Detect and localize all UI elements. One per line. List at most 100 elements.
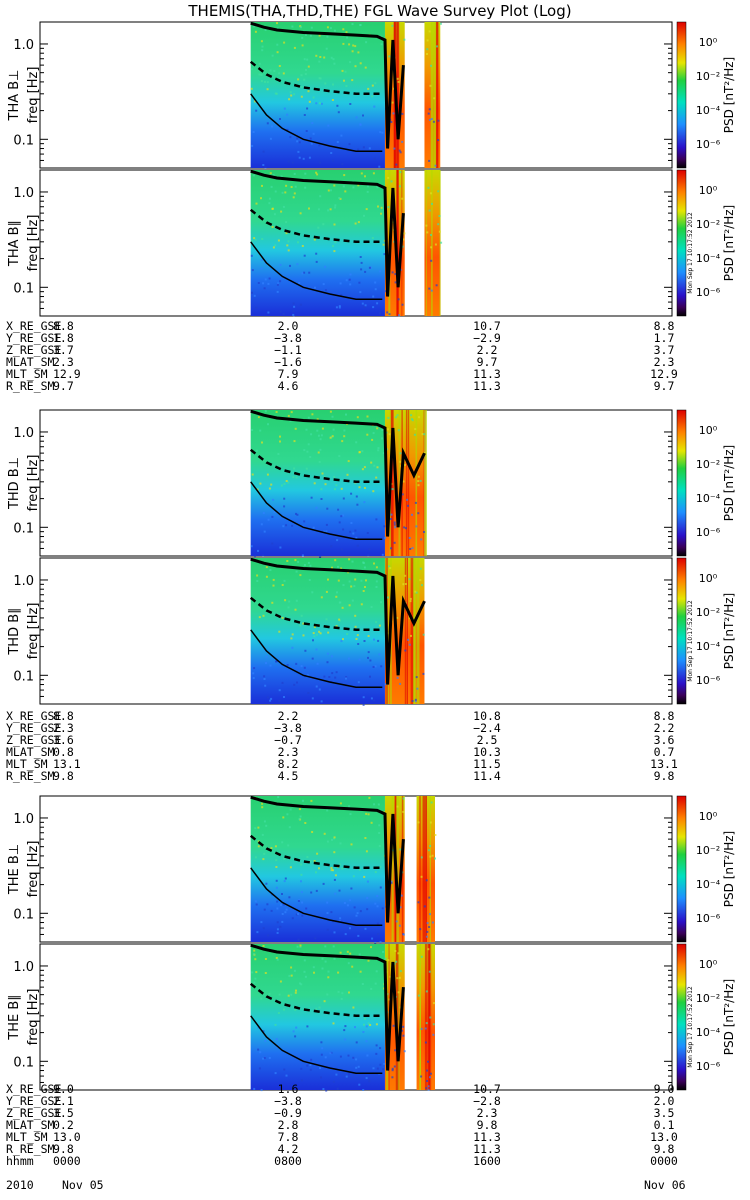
spectrogram-pixel [306, 1025, 309, 1028]
ephemeris-value: 3.5 [53, 1106, 74, 1120]
spectrogram-pixel [354, 65, 357, 68]
spectrogram-pixel [333, 62, 336, 65]
spectrogram-pixel [404, 574, 407, 577]
spectrogram-pixel [375, 1044, 378, 1047]
spectrogram-pixel [429, 845, 432, 847]
spectrogram-pixel [375, 566, 378, 569]
plot-timestamp: Mon Sep 17 10:17:52 2012 [687, 600, 694, 682]
spectrogram-pixel [338, 306, 341, 309]
spectrogram-pixel [334, 204, 337, 207]
spectrogram-pixel [316, 852, 319, 855]
spectrogram-pixel [374, 665, 377, 668]
spectrogram-pixel [427, 186, 430, 189]
spectrogram-pixel [380, 212, 382, 215]
fce-curve [250, 557, 426, 685]
spectrogram-pixel [297, 78, 300, 81]
spectrogram-pixel [260, 197, 262, 200]
spectrogram-pixel [375, 586, 378, 588]
spectrogram-pixel [376, 427, 379, 430]
spectrogram-pixel [333, 223, 336, 226]
spectrogram-pixel [405, 527, 407, 530]
spectrogram-pixel [362, 146, 365, 149]
spectrogram-pixel [429, 855, 432, 858]
spectrogram-pixel [344, 933, 347, 936]
spectrogram-pixel [389, 975, 392, 978]
spectrogram-pixel [353, 906, 356, 909]
spectrogram-pixel [291, 161, 294, 164]
spectrogram-pixel [346, 904, 349, 907]
spectrogram-pixel [430, 289, 433, 292]
ephemeris-row-label: X_RE_GSE [6, 319, 61, 333]
spectrogram-pixel [345, 85, 348, 87]
spectrogram-pixel [276, 1046, 279, 1049]
spectrogram-pixel [425, 1087, 428, 1090]
ephemeris-value: 10.7 [473, 1082, 501, 1096]
spectrogram-pixel [286, 560, 289, 562]
spectrogram-pixel [292, 1030, 295, 1033]
spectrogram-pixel [300, 74, 303, 77]
spectrogram-panel-tha-bperp: 1.0 0.1 freq [Hz] THA B⊥ 10⁰ 10⁻² 10⁻⁴ 10⁻⁶PSD … [7, 21, 736, 169]
spectrogram-pixel [255, 202, 258, 205]
colorbar [676, 795, 687, 943]
spectrogram-pixel [417, 484, 420, 487]
spectrogram-pixel [397, 952, 400, 955]
spectrogram-streak [415, 410, 418, 556]
spectrogram-pixel [369, 1024, 372, 1026]
spectrogram-pixel [409, 597, 412, 600]
spectrogram-pixel [345, 279, 348, 282]
spectrogram-pixel [373, 803, 376, 806]
spectrogram-pixel [276, 43, 279, 46]
ephemeris-row-label: X_RE_GSE [6, 1082, 61, 1096]
spectrogram-pixel [337, 111, 340, 114]
spectrogram-pixel [264, 1040, 267, 1042]
spectrogram-pixel [420, 1027, 423, 1030]
spectrogram-pixel [269, 69, 272, 72]
spectrogram-pixel [341, 606, 344, 609]
spectrogram-pixel [391, 1067, 394, 1070]
spectrogram-pixel [351, 23, 354, 26]
spectrogram-pixel [329, 1052, 332, 1055]
spectrogram-pixel [262, 512, 265, 515]
spectrogram-pixel [281, 893, 283, 895]
spectrogram-pixel [415, 525, 418, 528]
spectrogram-pixel [330, 869, 333, 872]
spectrogram-pixel [291, 25, 294, 28]
y-tick-label: 0.1 [13, 281, 34, 296]
ephemeris-row-label: X_RE_GSE [6, 709, 61, 723]
spectrogram-pixel [256, 580, 259, 582]
ephemeris-value: 2.2 [654, 721, 675, 735]
spectrogram-pixel [264, 166, 267, 169]
spectrogram-pixel [294, 427, 297, 430]
ephemeris-value: 3.7 [53, 343, 74, 357]
ephemeris-value: 10.8 [473, 709, 501, 723]
ephemeris-value: 4.6 [278, 379, 299, 393]
spectrogram-pixel [428, 30, 431, 33]
spectrogram-pixel [366, 532, 369, 534]
spectrogram-pixel [367, 554, 370, 557]
spectrogram-pixel [264, 278, 267, 281]
spectrogram-pixel [297, 913, 299, 915]
spectrogram-pixel [374, 902, 377, 905]
spectrogram-pixel [376, 186, 379, 189]
spectrogram-pixel [265, 566, 268, 569]
spectrogram-pixel [365, 1040, 368, 1043]
spectrogram-pixel [261, 49, 264, 52]
spectrogram-pixel [379, 941, 382, 944]
spectrogram-pixel [345, 31, 348, 34]
spectrogram-pixel [332, 945, 335, 948]
spectrogram-pixel [420, 955, 423, 958]
ephemeris-row-label: MLT_SM [6, 757, 48, 771]
spectrogram-pixel [307, 416, 310, 419]
spectrogram-panel-the-bperp: 1.0 0.1 freq [Hz] THE B⊥ 10⁰ 10⁻² 10⁻⁴ 10⁻⁶PSD … [7, 795, 736, 944]
spectrogram-pixel [408, 578, 411, 581]
spectrogram-pixel [273, 70, 276, 72]
spectrogram-pixel [382, 950, 385, 953]
spectrogram-pixel [327, 970, 330, 973]
spectrogram-pixel [361, 302, 364, 305]
spectrogram-pixel [377, 205, 379, 208]
spectrogram-pixel [254, 238, 257, 241]
spectrogram-pixel [268, 608, 271, 611]
spectrogram-pixel [420, 1075, 423, 1078]
spectrogram-pixel [328, 676, 331, 678]
spectrogram-pixel [315, 260, 318, 263]
